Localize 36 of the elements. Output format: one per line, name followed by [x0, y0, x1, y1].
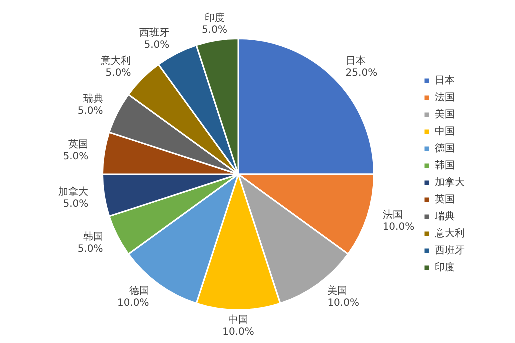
slice-label: 韩国	[83, 230, 104, 243]
slice-label: 德国	[129, 286, 150, 297]
data-label: 5.0%	[78, 106, 104, 118]
legend-label: 韩国	[435, 160, 455, 172]
slice-label: 瑞典	[83, 93, 104, 106]
slice-label: 意大利	[100, 54, 132, 67]
legend-label: 瑞典	[435, 210, 455, 223]
data-label: 5.0%	[106, 68, 132, 79]
legend-label: 意大利	[434, 228, 465, 240]
data-label: 5.0%	[78, 244, 104, 255]
data-label: 5.0%	[202, 25, 228, 36]
slice-label: 美国	[328, 284, 348, 297]
slice-label: 中国	[228, 314, 248, 326]
data-label: 5.0%	[144, 40, 170, 51]
legend-label: 美国	[435, 108, 455, 121]
data-label: 10.0%	[382, 222, 415, 233]
legend-label: 英国	[435, 194, 455, 206]
legend-label: 加拿大	[435, 176, 465, 189]
slice-label: 英国	[68, 138, 89, 150]
data-label: 5.0%	[63, 151, 89, 162]
legend-label: 印度	[435, 262, 455, 274]
legend-label: 德国	[435, 144, 455, 155]
slice-label: 印度	[204, 12, 225, 24]
legend-label: 中国	[435, 126, 455, 138]
slice-label: 法国	[382, 208, 403, 221]
slice-label: 西班牙	[140, 26, 170, 39]
data-label: 10.0%	[118, 298, 150, 309]
slice-label: 日本	[346, 54, 366, 67]
data-label: 25.0%	[346, 68, 378, 79]
legend-label: 西班牙	[435, 244, 465, 257]
data-label: 10.0%	[222, 326, 254, 338]
data-label: 5.0%	[63, 198, 89, 210]
legend-label: 法国	[435, 92, 455, 104]
slice-label: 加拿大	[58, 186, 89, 198]
legend-label: 日本	[435, 74, 455, 87]
data-label: 10.0%	[328, 298, 360, 309]
